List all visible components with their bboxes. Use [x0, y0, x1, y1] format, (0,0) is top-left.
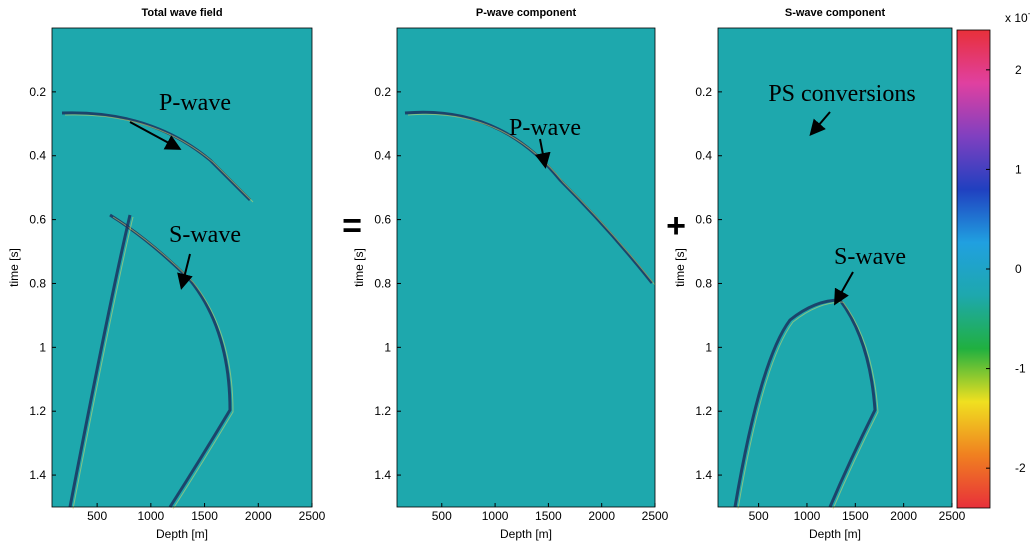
x-tick-label: 2500	[299, 509, 326, 523]
y-tick-label: 1	[39, 340, 46, 354]
colorbar-tick-label: 2	[1015, 63, 1022, 77]
plot-frame	[396, 27, 656, 508]
x-tick-label: 2500	[642, 509, 669, 523]
x-tick-label: 1000	[794, 509, 821, 523]
annotation-arrow	[534, 138, 551, 169]
x-tick-label: 1500	[535, 509, 562, 523]
operator: +	[666, 207, 686, 245]
y-tick-label: 0.8	[29, 276, 46, 290]
y-tick-label: 0.2	[695, 85, 712, 99]
panel-title: P-wave component	[476, 7, 577, 19]
annotation-arrow	[177, 253, 193, 290]
x-tick-label: 500	[87, 509, 107, 523]
x-tick-label: 1000	[482, 509, 509, 523]
y-tick-label: 0.4	[374, 149, 391, 163]
x-axis-label: Depth [m]	[809, 527, 861, 541]
x-tick-label: 1000	[137, 509, 164, 523]
annotation: P-wave	[159, 90, 231, 116]
colorbar	[956, 29, 991, 509]
x-tick-label: 2500	[939, 509, 966, 523]
y-tick-label: 1.2	[29, 404, 46, 418]
x-tick-label: 1500	[191, 509, 218, 523]
exponent: -4	[1028, 9, 1030, 18]
x-axis-label: Depth [m]	[156, 527, 208, 541]
x-tick-label: 500	[432, 509, 452, 523]
y-tick-label: 1	[705, 340, 712, 354]
annotation: S-wave	[834, 244, 906, 270]
x-axis-label: Depth [m]	[500, 527, 552, 541]
annotation: P-wave	[509, 115, 581, 141]
y-tick-label: 0.6	[695, 213, 712, 227]
x-tick-label: 1500	[842, 509, 869, 523]
y-tick-label: 0.4	[29, 149, 46, 163]
y-axis-label: time [s]	[7, 248, 21, 287]
wavefront	[733, 298, 841, 508]
operator: =	[342, 207, 362, 245]
panel-title: S-wave component	[785, 7, 886, 19]
wavefront	[828, 299, 877, 508]
wavefront	[72, 216, 134, 510]
colorbar-tick-label: -1	[1015, 362, 1026, 376]
wavefront	[112, 216, 234, 510]
panel-title: Total wave field	[141, 7, 222, 19]
colorbar-tick-label: 1	[1015, 162, 1022, 176]
y-tick-label: 0.8	[695, 276, 712, 290]
plot-area	[52, 28, 312, 507]
y-tick-label: 1	[384, 340, 391, 354]
x-tick-label: 2000	[245, 509, 272, 523]
y-tick-label: 1.4	[374, 468, 391, 482]
colorbar-tick-label: -2	[1015, 461, 1026, 475]
y-tick-label: 0.2	[374, 85, 391, 99]
wavefront	[64, 114, 254, 203]
wavefront	[737, 301, 844, 510]
y-tick-label: 0.2	[29, 85, 46, 99]
annotation-arrow	[834, 271, 854, 306]
x-tick-label: 2000	[890, 509, 917, 523]
y-tick-label: 0.6	[374, 213, 391, 227]
plot-frame	[51, 27, 313, 508]
y-tick-label: 0.8	[374, 276, 391, 290]
plot-area	[397, 28, 655, 507]
plot-frame	[717, 27, 953, 508]
y-tick-label: 1.4	[29, 468, 46, 482]
y-tick-label: 0.6	[29, 213, 46, 227]
x-tick-label: 2000	[588, 509, 615, 523]
annotation-arrow	[129, 121, 182, 150]
y-tick-label: 1.2	[374, 404, 391, 418]
x-tick-label: 500	[749, 509, 769, 523]
y-tick-label: 0.4	[695, 149, 712, 163]
wavefront	[407, 113, 656, 286]
annotation: S-wave	[169, 222, 241, 248]
y-axis-label: time [s]	[673, 248, 687, 287]
exponent-base: x 10	[1005, 11, 1028, 25]
y-tick-label: 1.4	[695, 468, 712, 482]
colorbar-tick-label: 0	[1015, 262, 1022, 276]
y-tick-label: 1.2	[695, 404, 712, 418]
annotation-arrow	[809, 111, 831, 137]
wavefront	[832, 301, 879, 510]
wavefront	[404, 110, 654, 284]
plot-area	[718, 28, 952, 507]
wavefront	[68, 214, 132, 508]
annotation: PS conversions	[768, 81, 915, 107]
y-axis-label: time [s]	[352, 248, 366, 287]
colorbar-exponent: x 10-4	[1005, 9, 1030, 25]
